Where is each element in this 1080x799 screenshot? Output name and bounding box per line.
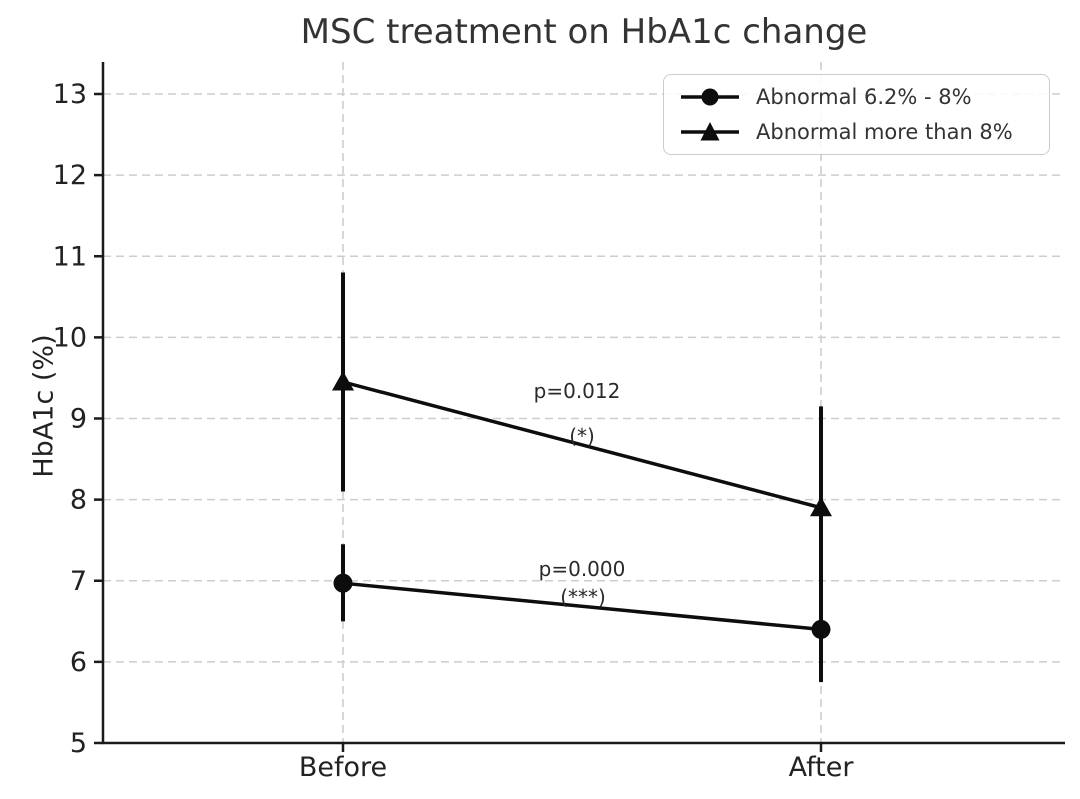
x-tick-label-after: After [788, 752, 854, 783]
y-tick-label: 12 [53, 160, 87, 191]
annotation-significance-lower: (***) [560, 585, 606, 609]
triangle-data-marker [810, 496, 832, 517]
legend-entry-abnormal-more-8: Abnormal more than 8% [678, 119, 1035, 145]
legend-label: Abnormal 6.2% - 8% [756, 85, 972, 110]
y-tick-label: 11 [53, 241, 87, 272]
series-line [342, 380, 822, 510]
triangle-data-marker [332, 370, 354, 391]
y-tick-label: 8 [70, 485, 87, 516]
legend-label: Abnormal more than 8% [756, 119, 1013, 144]
y-tick-label: 6 [70, 647, 87, 678]
triangle-marker-icon [681, 121, 739, 141]
annotation-p-value-upper: p=0.012 [533, 379, 621, 403]
circle-marker-icon [681, 88, 739, 106]
series-line [342, 581, 822, 632]
y-axis-label: HbA1c (%) [28, 334, 60, 478]
y-tick-label: 7 [70, 566, 87, 597]
y-tick-label: 10 [53, 322, 87, 353]
legend: Abnormal 6.2% - 8% Abnormal more than 8% [663, 74, 1050, 155]
circle-data-marker [333, 573, 353, 593]
legend-entry-abnormal-6-8: Abnormal 6.2% - 8% [678, 84, 1035, 110]
annotation-significance-upper: (*) [569, 424, 595, 448]
y-tick-label: 5 [70, 728, 87, 759]
y-tick-label: 9 [70, 404, 87, 435]
circle-data-marker [811, 619, 831, 639]
annotation-p-value-lower: p=0.000 [538, 557, 626, 581]
x-tick-label-before: Before [298, 752, 388, 783]
y-tick-label: 13 [53, 79, 87, 110]
chart-title: MSC treatment on HbA1c change [300, 12, 868, 52]
